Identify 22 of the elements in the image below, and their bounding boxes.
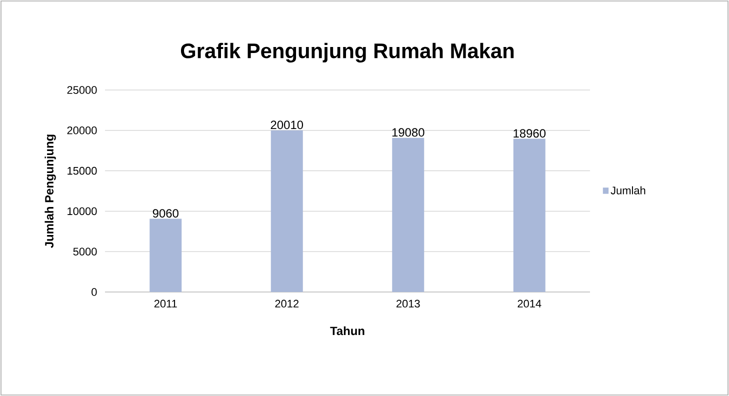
x-tick-label: 2011 bbox=[154, 300, 177, 308]
data-label: 19080 bbox=[392, 128, 424, 137]
bar bbox=[513, 138, 546, 292]
data-label: 9060 bbox=[152, 209, 178, 218]
bar bbox=[392, 138, 424, 292]
y-axis-title: Jumlah Pengunjung bbox=[44, 134, 56, 248]
x-tick-label: 2013 bbox=[396, 300, 420, 308]
x-tick-label: 2014 bbox=[518, 300, 542, 308]
bar bbox=[150, 218, 182, 292]
chart-title: Grafik Pengunjung Rumah Makan bbox=[180, 42, 514, 63]
x-tick-label: 2012 bbox=[275, 300, 299, 308]
y-tick-label: 15000 bbox=[68, 166, 97, 175]
y-tick-label: 0 bbox=[92, 288, 97, 296]
y-tick-label: 10000 bbox=[68, 207, 97, 216]
y-tick-label: 20000 bbox=[67, 126, 97, 134]
legend-label: Jumlah bbox=[610, 186, 646, 194]
data-label: 20010 bbox=[270, 120, 304, 130]
bar bbox=[270, 130, 303, 292]
y-tick-label: 25000 bbox=[67, 86, 97, 94]
x-axis-title: Tahun bbox=[330, 326, 364, 336]
y-tick-label: 5000 bbox=[73, 248, 97, 256]
data-label: 18960 bbox=[514, 129, 546, 138]
